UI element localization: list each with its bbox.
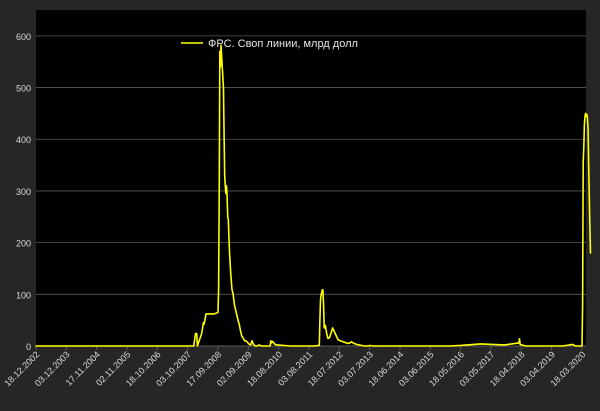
y-tick-label: 500 bbox=[16, 84, 31, 94]
legend: ФРС. Своп линии, млрд долл bbox=[181, 38, 358, 50]
y-tick-label: 600 bbox=[16, 32, 31, 42]
y-tick-label: 300 bbox=[16, 187, 31, 197]
x-axis-ticks: 18.12.200203.12.200317.11.200402.11.2005… bbox=[2, 346, 587, 388]
y-tick-label: 100 bbox=[16, 290, 31, 300]
grid-lines bbox=[36, 35, 586, 347]
series-layer bbox=[35, 44, 592, 347]
legend-label: ФРС. Своп линии, млрд долл bbox=[208, 38, 358, 50]
plot-area bbox=[36, 10, 586, 346]
y-tick-label: 200 bbox=[16, 239, 31, 249]
y-tick-label: 400 bbox=[16, 135, 31, 145]
series-line bbox=[35, 44, 592, 347]
y-axis-ticks: 0 100 200 300 400 500 600 bbox=[16, 32, 31, 352]
y-tick-label: 0 bbox=[26, 342, 31, 352]
